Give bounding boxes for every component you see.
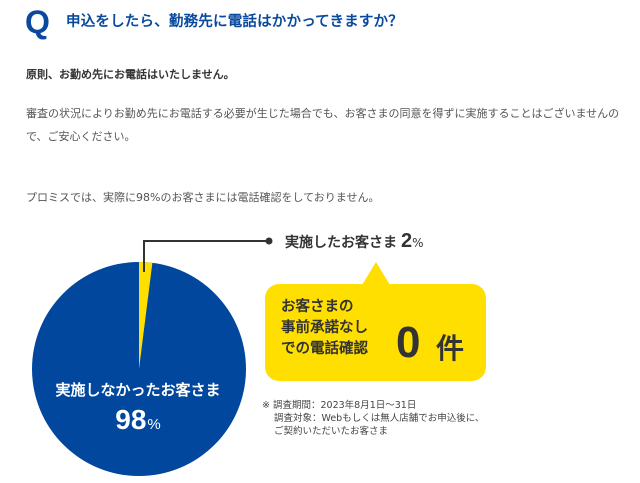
callout-leader-line xyxy=(143,240,268,272)
note-period: 調査期間：2023年8月1日〜31日 xyxy=(273,400,417,411)
pie-main-value: 98% xyxy=(38,403,238,442)
answer-lead: 原則、お勤め先にお電話はいたしません。 xyxy=(26,68,235,81)
callout-dot-icon xyxy=(265,237,273,245)
speech-bubble xyxy=(265,284,486,381)
note-target-line1: 調査対象：Webもしくは無人店舗でお申込後に、 xyxy=(274,413,485,424)
pie-slice-conducted xyxy=(139,261,153,369)
note-mark: ※ xyxy=(262,400,270,411)
bubble-line: 事前承諾なし xyxy=(281,320,368,336)
pie-main-number: 98 xyxy=(115,404,147,435)
pie-main-label: 実施しなかったお客さま xyxy=(55,381,221,399)
bubble-line: での電話確認 xyxy=(281,341,368,357)
pie-main-unit: % xyxy=(147,416,161,433)
survey-note: ※ 調査期間：2023年8月1日〜31日 調査対象：Webもしくは無人店舗でお申… xyxy=(262,399,484,438)
bubble-tail xyxy=(362,262,390,285)
question-mark: Q xyxy=(25,4,50,40)
callout-number: 2 xyxy=(401,230,413,252)
callout-label: 実施したお客さま 2% xyxy=(285,231,424,253)
callout-text: 実施したお客さま xyxy=(285,235,397,251)
bubble-line: お客さまの xyxy=(281,299,354,315)
bubble-text: お客さまの 事前承諾なし での電話確認 xyxy=(281,297,368,360)
note-target-line2: ご契約いただいたお客さま xyxy=(274,426,389,437)
stat-line: プロミスでは、実際に98%のお客さまには電話確認をしておりません。 xyxy=(26,191,380,204)
bubble-count: 0 xyxy=(396,318,421,367)
question-title: 申込をしたら、勤務先に電話はかかってきますか？ xyxy=(66,14,403,30)
callout-unit: % xyxy=(412,236,424,250)
bubble-unit: 件 xyxy=(436,332,465,365)
answer-body: 審査の状況によりお勤め先にお電話する必要が生じた場合でも、お客さまの同意を得ずに… xyxy=(26,107,620,143)
